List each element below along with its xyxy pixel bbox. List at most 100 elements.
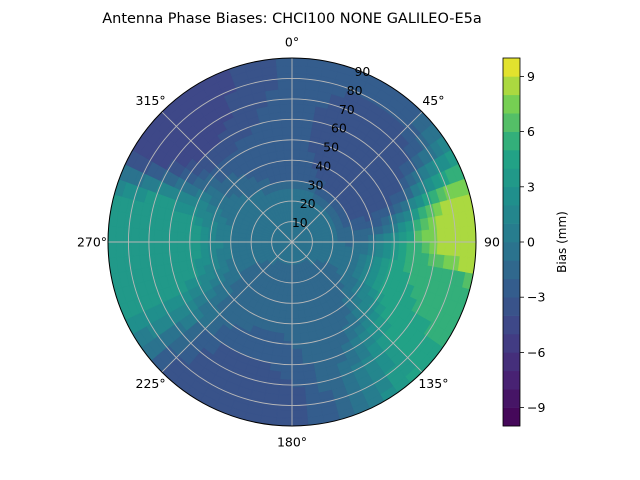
contour-cell <box>282 340 293 350</box>
contour-cell <box>291 88 306 98</box>
contour-cell <box>286 180 293 189</box>
contour-cell <box>288 203 293 212</box>
colorbar-band <box>503 205 520 224</box>
contour-cell <box>345 236 354 243</box>
contour-cell <box>291 302 299 312</box>
contour-cell <box>281 126 293 136</box>
contour-cell <box>199 233 209 243</box>
contour-cell <box>138 241 148 256</box>
contour-cell <box>291 325 301 335</box>
contour-cell <box>444 241 454 257</box>
contour-cell <box>291 348 303 358</box>
colorbar-tick-label: 6 <box>527 124 535 139</box>
contour-cell <box>279 103 293 113</box>
contour-cell <box>207 234 216 243</box>
angular-gridline <box>291 241 423 373</box>
contour-cell <box>230 246 240 253</box>
contour-cell <box>153 229 163 243</box>
contour-cell <box>153 241 163 255</box>
contour-cell <box>275 150 285 160</box>
contour-cell <box>344 231 354 238</box>
contour-cell <box>277 394 293 404</box>
contour-cell <box>279 371 293 381</box>
contour-cell <box>192 232 201 243</box>
contour-cell <box>359 228 369 237</box>
contour-cell <box>192 249 202 260</box>
contour-cell <box>275 417 293 426</box>
contour-cell <box>444 227 454 243</box>
contour-cell <box>200 249 210 259</box>
contour-cell <box>169 241 178 254</box>
contour-cell <box>245 241 255 247</box>
colorbar-band <box>503 370 520 390</box>
contour-cell <box>291 379 306 388</box>
contour-cell <box>276 73 293 82</box>
angular-tick-label: 180° <box>277 435 307 450</box>
contour-cell <box>146 228 155 243</box>
colorbar-band <box>503 260 520 280</box>
radial-tick-label: 80 <box>347 83 363 98</box>
contour-cell <box>291 417 309 426</box>
contour-cell <box>284 318 293 327</box>
contour-cell <box>280 119 293 128</box>
contour-cell <box>192 241 201 252</box>
contour-cell <box>352 241 362 249</box>
contour-cell <box>291 356 304 365</box>
colorbar-band <box>503 242 520 261</box>
contour-cell <box>279 172 287 182</box>
contour-cell <box>161 241 171 254</box>
contour-cell <box>337 236 346 243</box>
contour-cell <box>282 333 293 342</box>
contour-cell <box>368 241 377 250</box>
contour-cell <box>390 241 400 252</box>
polar-frame <box>107 57 477 427</box>
contour-cell <box>278 88 293 98</box>
colorbar-tick-label: 9 <box>527 69 535 84</box>
angular-tick-labels: 0° 45° 90 135° 180° 225° 270° 315° <box>77 35 500 450</box>
contour-cell <box>322 238 331 243</box>
contour-cell <box>277 80 293 90</box>
contour-cell <box>467 241 476 259</box>
angular-gridline <box>161 241 293 373</box>
contour-cell <box>278 386 293 396</box>
contour-cell <box>291 318 300 327</box>
contour-cell <box>436 228 446 243</box>
contour-cell <box>291 119 304 128</box>
contour-cell <box>291 172 299 182</box>
contour-cell <box>108 225 117 243</box>
contour-cell <box>368 234 377 243</box>
radial-tick-label: 20 <box>300 196 316 211</box>
colorbar-band <box>503 150 520 169</box>
contour-cell <box>222 235 232 243</box>
contour-cell <box>230 241 239 248</box>
contour-cell <box>291 126 303 136</box>
contour-cell <box>130 241 140 257</box>
contour-cell <box>215 234 224 243</box>
contour-cell <box>278 96 293 105</box>
colorbar-band <box>503 76 520 96</box>
contour-cell <box>184 232 194 243</box>
contour-cell <box>199 241 209 251</box>
contour-cell <box>123 226 132 243</box>
contour-cell <box>282 134 293 144</box>
contour-cell <box>375 233 385 243</box>
contour-cell <box>108 241 117 259</box>
colorbar-band <box>503 113 520 132</box>
contour-cell <box>176 231 186 243</box>
radial-tick-label: 60 <box>331 121 347 136</box>
contour-cell <box>215 241 224 250</box>
angular-tick-label: 90 <box>484 235 500 250</box>
contour-cell <box>291 287 298 296</box>
colorbar-band <box>503 223 520 243</box>
colorbar-band <box>503 94 520 114</box>
contour-cell <box>406 230 415 243</box>
polar-grid <box>108 58 476 426</box>
contour-cell <box>138 228 148 243</box>
contour-cell <box>130 227 140 243</box>
colorbar-ticks: −9 −6 −3 0 3 6 9 <box>520 69 545 415</box>
contour-cell <box>459 241 469 258</box>
colorbar-band <box>503 186 520 206</box>
colorbar-band <box>503 389 520 408</box>
radial-tick-label: 70 <box>339 102 355 117</box>
